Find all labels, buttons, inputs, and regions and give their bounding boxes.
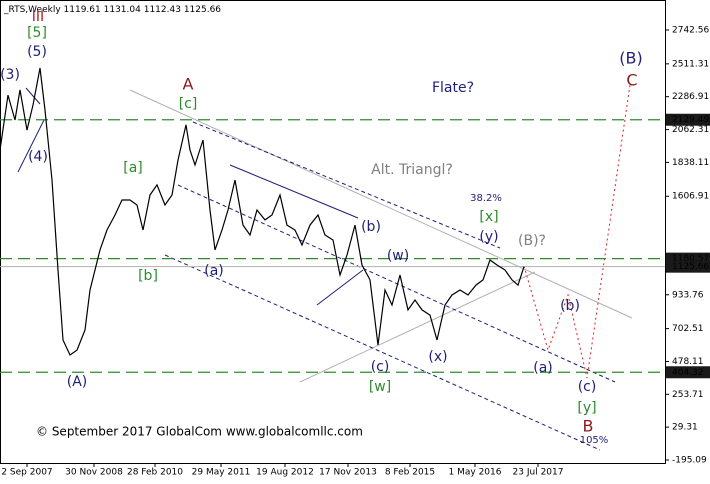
x-tick-label: 29 May 2011 bbox=[192, 468, 251, 478]
y-tick-label: 29.31 bbox=[672, 423, 698, 433]
x-tick-label: 30 Nov 2008 bbox=[65, 468, 123, 478]
level-label: 1180.57 bbox=[672, 254, 709, 264]
channel-line bbox=[164, 254, 601, 451]
wave-line bbox=[25, 87, 41, 105]
wave-annotation: (A) bbox=[67, 374, 88, 390]
level-box bbox=[666, 366, 710, 379]
low: 1112.43 bbox=[144, 5, 181, 15]
wave-annotation: (3) bbox=[0, 67, 20, 83]
y-tick-label: 253.71 bbox=[672, 390, 704, 400]
y-tick-label: -195.09 bbox=[672, 455, 707, 465]
wave-annotation: 105% bbox=[580, 435, 609, 446]
x-tick-label: 8 Feb 2015 bbox=[385, 468, 435, 478]
y-tick-label: 2062.31 bbox=[672, 125, 709, 135]
y-tick-label: 933.76 bbox=[672, 290, 704, 300]
x-tick-label: 17 Nov 2013 bbox=[319, 468, 377, 478]
wave-annotation: [w] bbox=[369, 379, 391, 395]
wave-annotation: (b) bbox=[361, 219, 381, 235]
price-line-series bbox=[0, 67, 525, 356]
wave-line bbox=[17, 119, 45, 173]
x-tick-label: 23 Jul 2017 bbox=[513, 468, 564, 478]
wave-annotation: (a) bbox=[533, 360, 553, 376]
open: 1119.61 bbox=[64, 5, 101, 15]
y-tick-label: 1838.11 bbox=[672, 158, 709, 168]
wave-annotation: Alt. Triangl? bbox=[371, 162, 453, 178]
channel-line bbox=[299, 271, 536, 383]
header: _RTS,Weekly 1119.61 1131.04 1112.43 1125… bbox=[3, 5, 221, 15]
high: 1131.04 bbox=[104, 5, 141, 15]
x-tick-label: 1 May 2016 bbox=[449, 468, 502, 478]
wave-annotation: A bbox=[183, 75, 194, 94]
close: 1125.66 bbox=[184, 5, 221, 15]
price-box bbox=[666, 260, 710, 273]
wave-annotation: (4) bbox=[28, 149, 48, 165]
y-tick-label: 702.51 bbox=[672, 324, 704, 334]
y-tick-label: 2286.91 bbox=[672, 92, 709, 102]
wave-annotation: Flate? bbox=[432, 80, 474, 96]
wave-annotation: III bbox=[32, 9, 44, 25]
wave-annotation: [5] bbox=[27, 25, 47, 41]
wave-annotation: 38.2% bbox=[470, 193, 502, 204]
wave-annotation: [b] bbox=[138, 268, 158, 284]
wave-annotation: B bbox=[583, 417, 594, 436]
price-label: 1125.66 bbox=[672, 262, 709, 272]
symbol: _RTS,Weekly bbox=[3, 5, 61, 15]
wave-annotation: (B)? bbox=[518, 233, 546, 249]
forecast-path bbox=[523, 84, 631, 379]
wave-annotation: [c] bbox=[179, 96, 198, 112]
wave-annotation: C bbox=[626, 71, 637, 90]
y-tick-label: 2742.56 bbox=[672, 25, 709, 35]
level-box bbox=[666, 113, 710, 126]
wave-annotation: © September 2017 GlobalCom www.globalcom… bbox=[36, 425, 363, 439]
wave-annotation: (c) bbox=[578, 379, 597, 395]
y-tick-label: 478.11 bbox=[672, 357, 704, 367]
wave-annotation: (c) bbox=[371, 359, 390, 375]
plot-frame bbox=[0, 0, 666, 464]
wave-annotation: [a] bbox=[123, 160, 143, 176]
wave-annotation: (x) bbox=[428, 349, 447, 365]
triangle-line bbox=[229, 164, 359, 219]
wave-annotation: [x] bbox=[479, 209, 498, 225]
x-tick-label: 19 Aug 2012 bbox=[256, 468, 314, 478]
wave-annotation: (y) bbox=[479, 229, 498, 245]
wave-annotation: (B) bbox=[619, 49, 642, 68]
wave-annotation: [y] bbox=[577, 400, 596, 416]
level-label: 404.32 bbox=[672, 368, 704, 378]
x-tick-label: 2 Sep 2007 bbox=[1, 468, 52, 478]
triangle-line bbox=[316, 269, 364, 306]
wave-annotation: (5) bbox=[27, 44, 47, 60]
pattern-lines bbox=[17, 84, 633, 451]
wave-annotation: (a) bbox=[204, 263, 224, 279]
wave-annotation: (w) bbox=[387, 248, 409, 264]
y-tick-label: 1606.91 bbox=[672, 192, 709, 202]
x-tick-label: 28 Feb 2010 bbox=[127, 468, 183, 478]
wave-annotation: (b) bbox=[560, 298, 580, 314]
level-label: 2129.49 bbox=[672, 115, 709, 125]
y-tick-label: 2511.31 bbox=[672, 59, 709, 69]
channel-line bbox=[129, 89, 633, 319]
channel-line bbox=[192, 121, 501, 249]
channel-line bbox=[177, 184, 616, 383]
